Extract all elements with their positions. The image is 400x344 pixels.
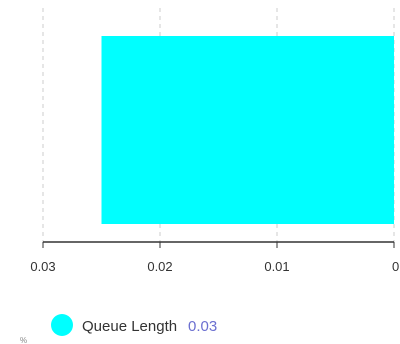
tick-label-3: 0	[392, 259, 399, 274]
legend-label: Queue Length	[82, 318, 177, 335]
tick-label-2: 0.01	[264, 259, 289, 274]
tick-label-1: 0.02	[147, 259, 172, 274]
legend[interactable]: Queue Length 0.03	[51, 314, 217, 336]
legend-swatch-icon	[51, 314, 73, 336]
tick-label-0: 0.03	[30, 259, 55, 274]
stray-mark: %	[20, 336, 27, 344]
x-axis-ticks: 0.03 0.02 0.01 0	[30, 242, 399, 274]
legend-value: 0.03	[188, 318, 217, 335]
bars	[101, 36, 395, 224]
bar-0-0[interactable]	[101, 36, 395, 224]
